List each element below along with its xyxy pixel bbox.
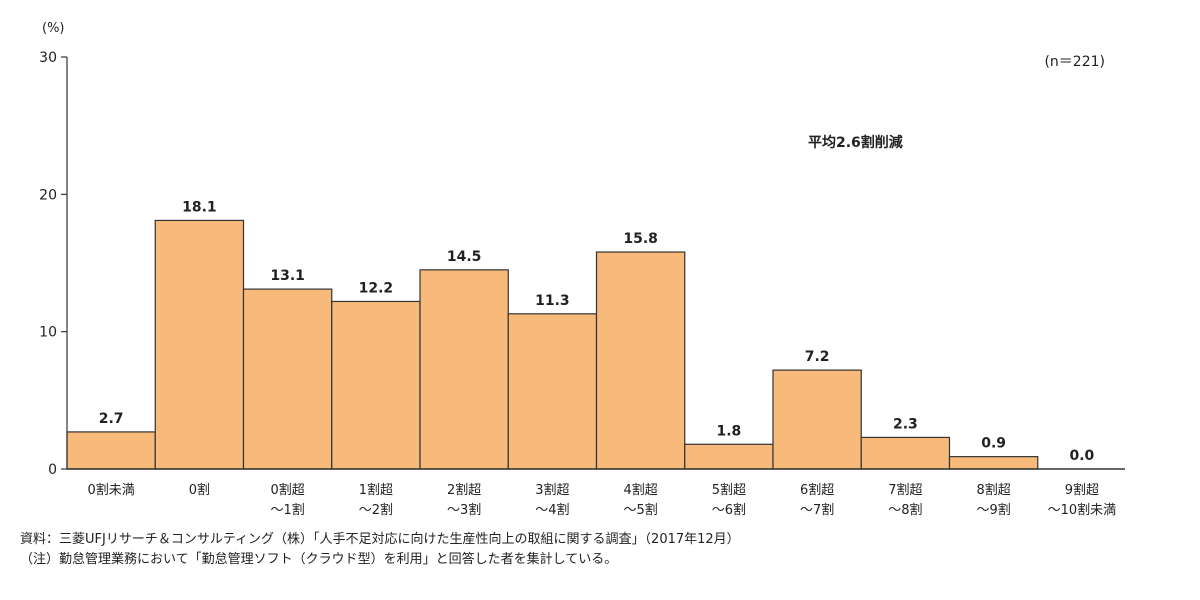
category-label: ～3割 — [447, 502, 481, 518]
bar — [507, 313, 598, 470]
category-label: 6割超 — [800, 482, 834, 498]
category-label: 7割超 — [888, 482, 922, 498]
category-label: ～9割 — [976, 502, 1010, 518]
value-label: 0.0 — [1069, 448, 1094, 464]
category-label: ～2割 — [359, 502, 393, 518]
bar — [860, 436, 951, 470]
value-label: 0.9 — [981, 436, 1006, 452]
category-label: 4割超 — [623, 482, 657, 498]
footnote: （注）勤怠管理業務において「勤怠管理ソフト（クラウド型）を利用」と回答した者を集… — [20, 552, 618, 567]
y-tick-label: 20 — [39, 187, 57, 203]
category-label: 0割未満 — [87, 482, 134, 498]
category-label: ～10割未満 — [1048, 502, 1117, 518]
category-label: 2割超 — [447, 482, 481, 498]
bar — [66, 431, 156, 470]
chart-notes: 資料：三菱UFJリサーチ＆コンサルティング（株）「人手不足対応に向けた生産性向上… — [20, 530, 740, 570]
category-label: 3割超 — [535, 482, 569, 498]
bar — [331, 300, 421, 470]
category-label: ～5割 — [623, 502, 657, 518]
category-label: 0割超 — [270, 482, 304, 498]
category-label: 9割超 — [1065, 482, 1099, 498]
value-label: 15.8 — [623, 231, 658, 247]
bar — [419, 269, 509, 470]
category-label: ～8割 — [888, 502, 922, 518]
bar — [684, 443, 774, 470]
bar — [154, 219, 245, 470]
bar — [772, 369, 862, 470]
value-label: 14.5 — [447, 249, 482, 265]
value-label: 12.2 — [359, 280, 394, 296]
category-labels: 0割未満 0割 0割超 ～1割 1割超 ～2割 2割超 ～3割 3割超 ～4割 4割超 ～5割 5割超 ～… — [87, 482, 1116, 518]
category-label: 5割超 — [712, 482, 746, 498]
bar — [242, 288, 333, 470]
category-label: 1割超 — [359, 482, 393, 498]
value-labels: 2.7 18.1 13.1 12.2 14.5 11.3 15.8 1.8 7.2 2.3 0.9 0… — [99, 199, 1095, 464]
y-tick-label: 10 — [39, 325, 57, 341]
average-annotation: 平均2.6割削減 — [808, 134, 903, 151]
y-tick-label: 0 — [48, 462, 57, 478]
value-label: 1.8 — [716, 423, 741, 439]
value-label: 2.7 — [99, 411, 124, 427]
category-label: ～6割 — [712, 502, 746, 518]
bar — [595, 251, 686, 470]
bar — [948, 456, 1039, 470]
category-label: ～1割 — [270, 502, 304, 518]
value-label: 2.3 — [893, 416, 918, 432]
category-label: 8割超 — [976, 482, 1010, 498]
value-label: 18.1 — [182, 199, 217, 215]
source-note: 資料：三菱UFJリサーチ＆コンサルティング（株）「人手不足対応に向けた生産性向上… — [20, 532, 740, 547]
category-label: ～7割 — [800, 502, 834, 518]
y-axis: 0 10 20 30 — [39, 50, 68, 478]
category-label: 0割 — [189, 482, 210, 498]
histogram-chart: 0 10 20 30 2.7 18.1 13.1 12.2 14.5 11.3 15.8 1.8 7.… — [39, 21, 1125, 518]
category-label: ～4割 — [535, 502, 569, 518]
bars-group — [66, 219, 1039, 470]
y-tick-label: 30 — [39, 50, 57, 66]
value-label: 13.1 — [270, 268, 305, 284]
value-label: 7.2 — [805, 349, 830, 365]
y-unit-label: (%) — [42, 21, 65, 36]
value-label: 11.3 — [535, 293, 570, 309]
sample-size-label: (n＝221) — [1044, 54, 1105, 70]
